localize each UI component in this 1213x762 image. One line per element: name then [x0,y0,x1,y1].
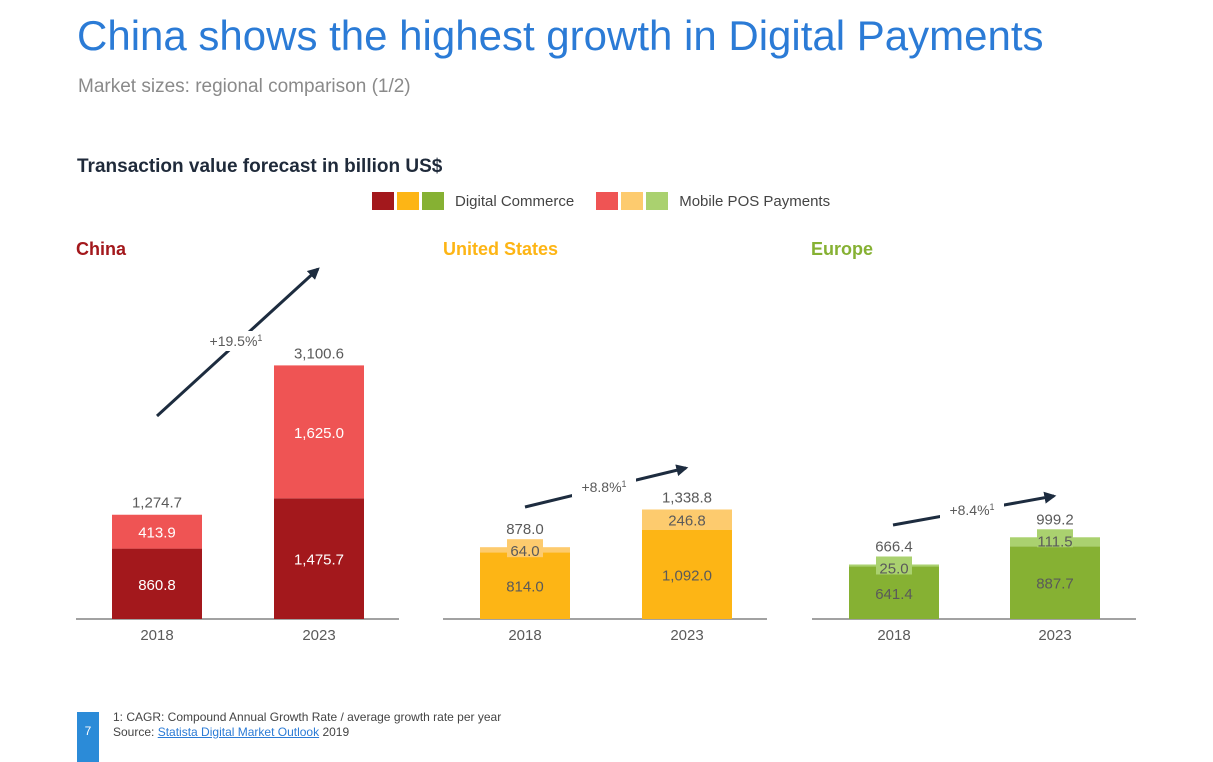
cagr-label-us: +8.8%1 [581,479,626,495]
legend-swatch-eu-dc [422,192,444,210]
page-subtitle: Market sizes: regional comparison (1/2) [78,76,411,97]
label-bg-mpos-us-2018 [507,539,543,558]
label-mpos-eu-2018: 25.0 [879,560,908,577]
label-mpos-us-2023: 246.8 [668,513,706,530]
tick-label-us-2023: 2023 [670,627,703,644]
legend: Digital Commerce Mobile POS Payments [372,191,852,211]
footnote-source: Source: Statista Digital Market Outlook … [113,725,501,740]
footnote: 1: CAGR: Compound Annual Growth Rate / a… [113,710,501,740]
cagr-label-bg-china [204,331,268,351]
label-total-china-2023: 3,100.6 [294,345,344,362]
label-mpos-us-2018: 64.0 [510,543,539,560]
label-dc-us-2023: 1,092.0 [662,567,712,584]
chart-heading: Transaction value forecast in billion US… [77,156,443,177]
legend-swatch-eu-mpos [646,192,669,210]
tick-label-us-2018: 2018 [508,627,541,644]
legend-label-mobile-pos: Mobile POS Payments [679,192,831,210]
tick-label-china-2023: 2023 [302,627,335,644]
label-dc-eu-2023: 887.7 [1036,576,1074,593]
region-title-china: China [76,239,127,259]
source-year: 2019 [319,725,350,739]
region-title-us: United States [443,239,558,259]
footnote-cagr: 1: CAGR: Compound Annual Growth Rate / a… [113,710,502,724]
region-title-eu: Europe [811,239,873,259]
bar-mpos-china-2018 [112,514,202,549]
label-dc-us-2018: 814.0 [506,579,544,596]
tick-label-eu-2018: 2018 [877,627,910,644]
stacked-bar-chart: China 860.8 413.9 1,274.7 2018 1,475.7 1,625.0… [76,239,1136,644]
tick-label-eu-2023: 2023 [1038,627,1071,644]
page-title: China shows the highest growth in Digita… [77,12,1044,59]
label-total-us-2018: 878.0 [506,521,544,538]
bar-dc-us-2018 [480,552,570,619]
tick-label-china-2018: 2018 [140,627,173,644]
cagr-label-eu: +8.4%1 [949,502,994,518]
label-dc-china-2023: 1,475.7 [294,552,344,569]
page-number: 7 [77,712,99,762]
cagr-label-bg-us [572,477,636,497]
legend-swatch-us-mpos [621,192,644,210]
bar-dc-eu-2023 [1010,546,1100,619]
label-mpos-china-2023: 1,625.0 [294,425,344,442]
bar-mpos-us-2023 [642,509,732,530]
legend-swatch-us-dc [397,192,419,210]
source-prefix: Source: [113,725,158,739]
bar-dc-china-2018 [112,548,202,619]
legend-swatch-china-dc [372,192,394,210]
legend-swatch-china-mpos [596,192,619,210]
label-bg-mpos-eu-2023 [1037,529,1073,548]
cagr-label-bg-eu [940,500,1004,520]
bar-dc-eu-2018 [849,566,939,619]
label-total-china-2018: 1,274.7 [132,495,182,512]
bar-mpos-china-2023 [274,365,364,499]
label-bg-mpos-eu-2018 [876,556,912,575]
source-link[interactable]: Statista Digital Market Outlook [157,725,320,739]
bar-dc-us-2023 [642,529,732,619]
label-mpos-china-2018: 413.9 [138,525,176,542]
label-total-eu-2018: 666.4 [875,538,913,555]
cagr-label-china: +19.5%1 [210,333,263,349]
label-mpos-eu-2023: 111.5 [1037,533,1072,550]
label-dc-eu-2018: 641.4 [875,586,913,603]
label-total-eu-2023: 999.2 [1036,511,1074,528]
bar-dc-china-2023 [274,498,364,619]
label-total-us-2023: 1,338.8 [662,489,712,506]
label-dc-china-2018: 860.8 [138,577,176,594]
legend-label-digital-commerce: Digital Commerce [455,192,575,210]
